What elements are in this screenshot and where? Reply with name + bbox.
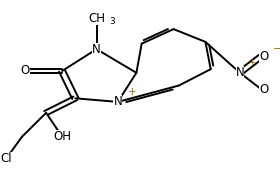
Text: +: + (248, 58, 256, 67)
Text: 3: 3 (109, 17, 115, 26)
Text: O: O (20, 64, 29, 78)
Text: O: O (259, 50, 269, 63)
Text: N: N (92, 43, 101, 56)
Text: −: − (273, 44, 280, 54)
Text: CH: CH (88, 12, 105, 25)
Text: OH: OH (53, 130, 71, 143)
Text: O: O (259, 83, 269, 96)
Text: N: N (113, 95, 122, 108)
Text: N: N (235, 66, 244, 79)
Text: +: + (128, 87, 137, 97)
Text: Cl: Cl (1, 152, 12, 165)
